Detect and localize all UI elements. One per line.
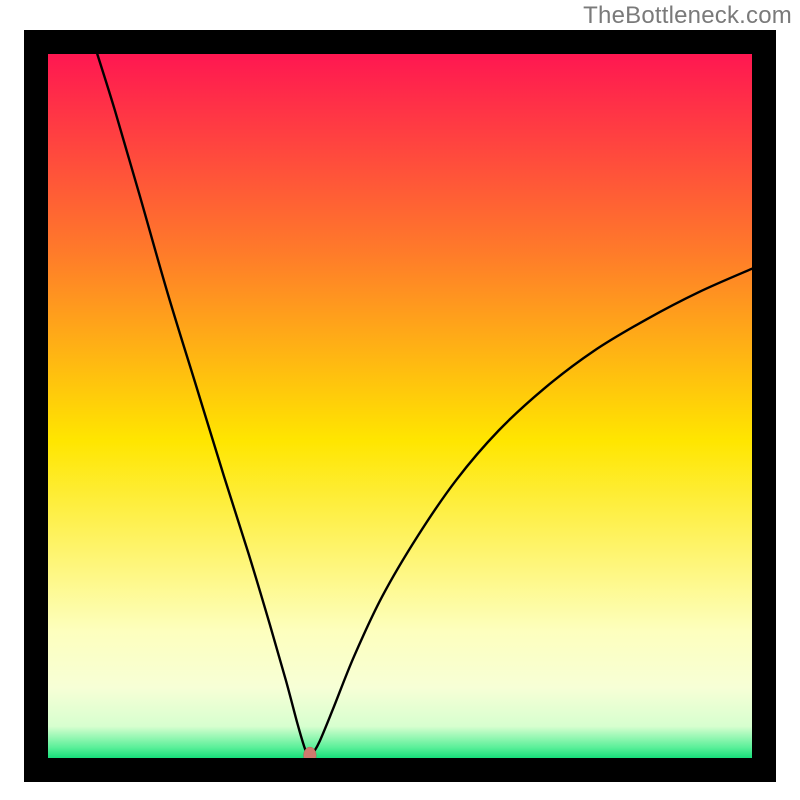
watermark-text: TheBottleneck.com [583, 2, 792, 30]
chart-stage: TheBottleneck.com [0, 0, 800, 800]
chart-svg [0, 0, 800, 800]
plot-gradient-background [48, 54, 752, 758]
